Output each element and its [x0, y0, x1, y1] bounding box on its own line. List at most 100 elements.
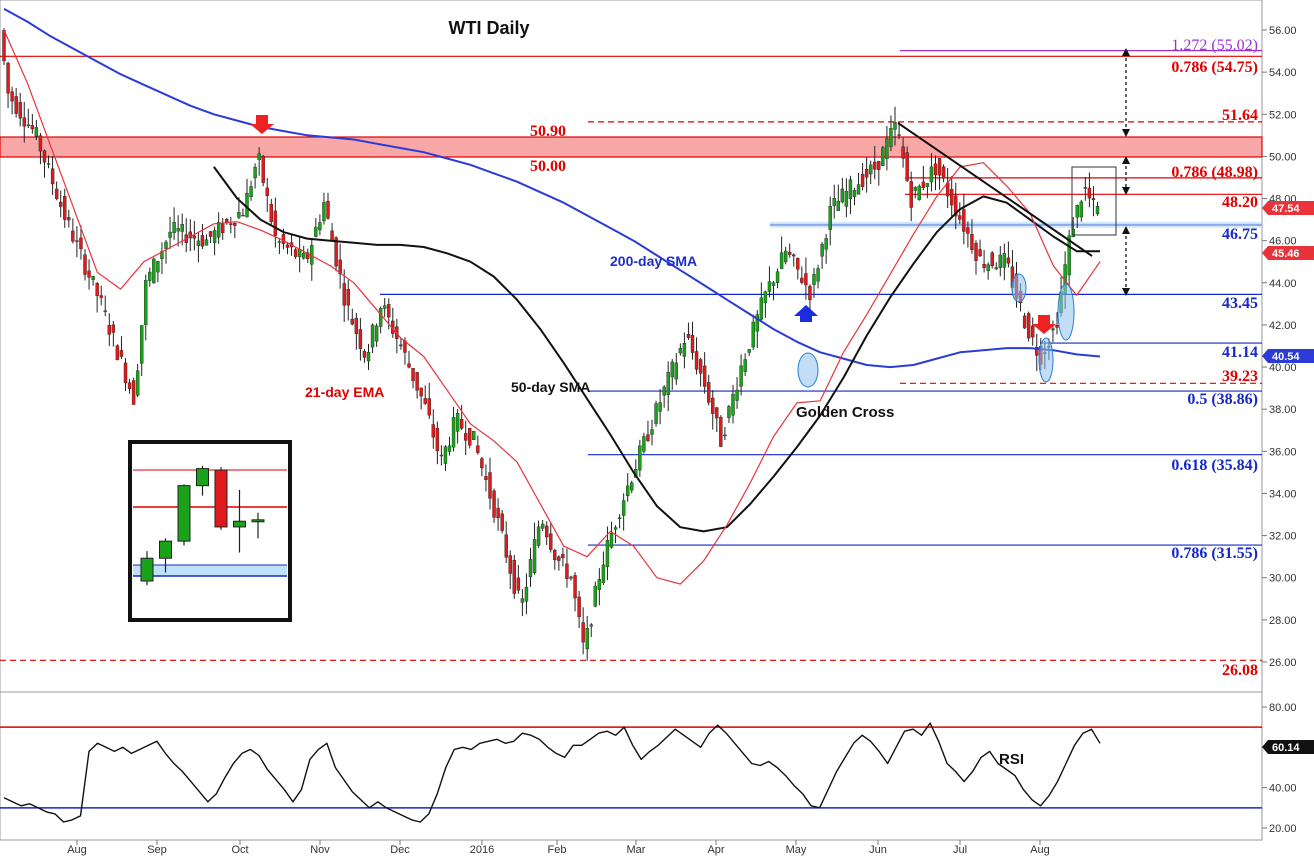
candle-body [739, 365, 743, 387]
price-tick-label: 40.00 [1269, 362, 1297, 374]
candle-body [848, 179, 853, 199]
price-badge-value: 45.46 [1272, 248, 1300, 260]
golden-cross-label: Golden Cross [796, 404, 894, 421]
price-badge [1262, 201, 1314, 215]
candle-body [609, 532, 614, 548]
candle-body [844, 191, 849, 207]
candle-body [962, 209, 966, 232]
month-label: Feb [548, 844, 567, 856]
rsi-panel-frame [0, 691, 1263, 841]
candle-body [982, 263, 986, 268]
candle-body [1075, 205, 1079, 218]
chart-title: WTI Daily [448, 18, 529, 38]
candle-body [731, 393, 735, 416]
candle-body [682, 343, 687, 357]
candle-body [516, 577, 521, 591]
level-label: 43.45 [1222, 295, 1258, 312]
measure-arrowheads [1122, 48, 1130, 296]
candle-body [50, 168, 55, 185]
candle-body [216, 222, 221, 238]
candle-body [626, 485, 630, 497]
month-label: Dec [390, 844, 410, 856]
candle-body [941, 166, 946, 179]
candle-body [978, 249, 982, 257]
candle-body [468, 428, 472, 446]
candle-body [852, 190, 857, 197]
candle-body [10, 91, 14, 102]
candle-body [816, 268, 820, 282]
candle-body [107, 325, 112, 335]
candle-body [528, 559, 533, 578]
candle-body [326, 200, 330, 219]
candle-body [383, 305, 387, 309]
candle-body [306, 252, 310, 259]
candle-body [719, 417, 723, 447]
candle-body [998, 254, 1002, 268]
candle-body [472, 430, 476, 440]
candle-body [585, 628, 589, 650]
candle-body [281, 234, 286, 245]
candle-body [229, 223, 233, 225]
candle-body [909, 181, 913, 208]
candle-body [204, 239, 209, 246]
candle-body [885, 138, 889, 159]
candle-body [1079, 201, 1084, 218]
price-tick-label: 46.00 [1269, 236, 1297, 248]
level-label: 0.786 (54.75) [1171, 59, 1258, 76]
inset-candle-body [159, 540, 172, 559]
month-label: May [786, 844, 807, 856]
candle-body [792, 254, 796, 257]
candle-body [524, 586, 529, 602]
candle-body [176, 228, 180, 232]
candle-body [87, 270, 91, 278]
candle-body [630, 482, 634, 491]
candle-body [196, 240, 201, 246]
candle-body [605, 539, 610, 567]
month-label: 2016 [470, 844, 494, 856]
candle-body [135, 370, 140, 396]
ema21-label: 21-day EMA [305, 384, 384, 400]
candle-body [67, 217, 71, 221]
candle-body [601, 564, 606, 583]
candle-body [6, 62, 10, 94]
candle-body [929, 166, 934, 183]
candle-body [1035, 346, 1039, 356]
candle-body [767, 281, 772, 292]
level-label: 26.08 [1222, 662, 1258, 679]
candle-body [431, 424, 435, 438]
price-badge [1262, 246, 1314, 260]
month-label: Jun [869, 844, 887, 856]
price-tick-label: 50.00 [1269, 151, 1297, 163]
candle-body [208, 231, 213, 237]
candle-body [613, 527, 618, 530]
candle-body [670, 361, 674, 378]
month-label: Aug [67, 844, 87, 856]
candle-body [265, 187, 269, 196]
price-badges: 47.54 45.46 40.54 [1262, 201, 1314, 363]
candle-body [164, 241, 168, 249]
sma50-label: 50-day SMA [511, 379, 590, 395]
month-label: Jul [953, 844, 967, 856]
series-1-line [213, 166, 1100, 533]
price-tick-label: 34.00 [1269, 488, 1297, 500]
level-label: 51.64 [1222, 107, 1258, 124]
candle-body [257, 153, 261, 160]
price-tick-label: 52.00 [1269, 109, 1297, 121]
candle-body [877, 161, 881, 171]
candle-body [597, 579, 602, 590]
candle-body [751, 321, 755, 348]
candle-body [488, 472, 492, 499]
up-arrow-icon [794, 305, 818, 322]
level-label: 50.90 [530, 123, 566, 140]
candle-body [322, 202, 326, 222]
month-label: Mar [627, 844, 646, 856]
candle-body [536, 526, 541, 546]
candle-body [569, 576, 573, 579]
candle-body [549, 533, 553, 550]
candle-body [974, 242, 978, 261]
candle-body [241, 214, 245, 217]
inset-candle-body [233, 520, 246, 528]
candle-body [958, 215, 962, 220]
candle-body [500, 513, 504, 531]
